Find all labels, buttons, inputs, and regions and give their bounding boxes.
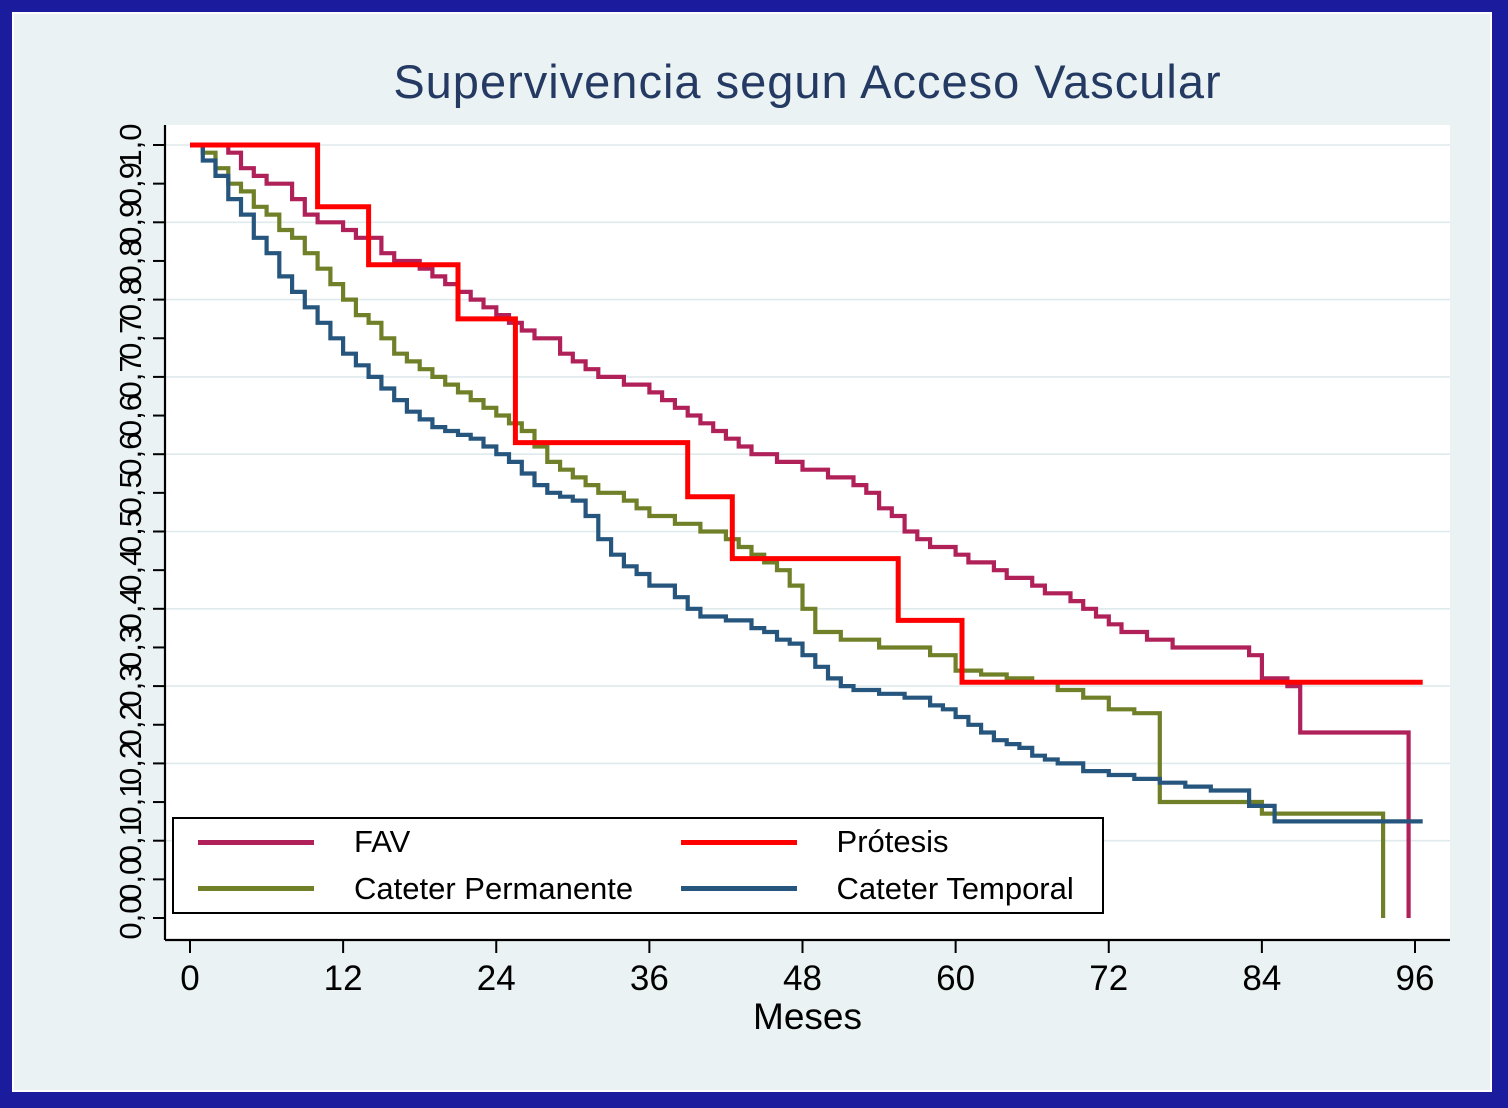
legend-label-cateter-permanente: Cateter Permanente — [354, 870, 634, 906]
series-line-pr-tesis — [190, 142, 1423, 685]
x-tick-label: 0 — [180, 959, 199, 998]
y-tick-label: 0,8 — [113, 278, 148, 321]
x-tick-label: 72 — [1089, 959, 1128, 998]
y-tick-label: 0,2 — [113, 742, 148, 785]
y-tick-label: 0,6 — [113, 433, 148, 476]
protesis-line-swatch — [680, 839, 797, 845]
legend: FAV Prótesis Cateter Permanente Cateter … — [172, 817, 1104, 914]
y-tick-label: 0,1 — [113, 819, 148, 862]
cateter-permanente-line-swatch — [198, 886, 314, 892]
y-tick-label: 0,8 — [113, 239, 148, 282]
y-tick-label: 0,9 — [113, 201, 148, 244]
y-tick-label: 0,7 — [113, 317, 148, 360]
legend-item-protesis: Prótesis — [657, 824, 1102, 860]
y-tick-label: 0,3 — [113, 626, 148, 669]
y-tick-label: 0,3 — [113, 665, 148, 708]
legend-label-fav: FAV — [354, 824, 411, 860]
x-tick-label: 12 — [324, 959, 363, 998]
chart-title: Supervivencia segun Acceso Vascular — [393, 55, 1222, 108]
x-tick-label: 36 — [630, 959, 669, 998]
x-tick-label: 96 — [1396, 959, 1435, 998]
y-tick-label: 0,9 — [113, 162, 148, 205]
series-line-cateter-temporal — [190, 142, 1423, 824]
y-tick-label: 0,2 — [113, 703, 148, 746]
y-tick-label: 0,5 — [113, 471, 148, 514]
legend-label-protesis: Prótesis — [836, 824, 949, 860]
x-tick-label: 24 — [477, 959, 516, 998]
x-tick-label: 48 — [783, 959, 822, 998]
legend-item-cateter-temporal: Cateter Temporal — [657, 871, 1102, 907]
y-tick-label: 0,7 — [113, 355, 148, 398]
legend-item-fav: FAV — [174, 824, 657, 860]
y-tick-label: 0,6 — [113, 394, 148, 437]
y-tick-label: 0,0 — [113, 858, 148, 901]
cateter-temporal-line-swatch — [680, 886, 797, 892]
y-tick-label: 0,5 — [113, 510, 148, 553]
x-axis-title: Meses — [753, 996, 862, 1037]
y-tick-label: 0,4 — [113, 549, 148, 592]
fav-line-swatch — [198, 839, 314, 845]
y-tick-label: 1,0 — [113, 123, 148, 166]
legend-item-cateter-permanente: Cateter Permanente — [174, 871, 657, 907]
x-tick-label: 60 — [936, 959, 975, 998]
y-tick-label: 0,0 — [113, 896, 148, 939]
y-tick-label: 0,1 — [113, 780, 148, 823]
x-tick-label: 84 — [1242, 959, 1281, 998]
series-line-fav — [190, 142, 1411, 918]
plot-area — [165, 125, 1450, 940]
legend-label-cateter-temporal: Cateter Temporal — [836, 870, 1074, 906]
y-tick-label: 0,4 — [113, 587, 148, 630]
